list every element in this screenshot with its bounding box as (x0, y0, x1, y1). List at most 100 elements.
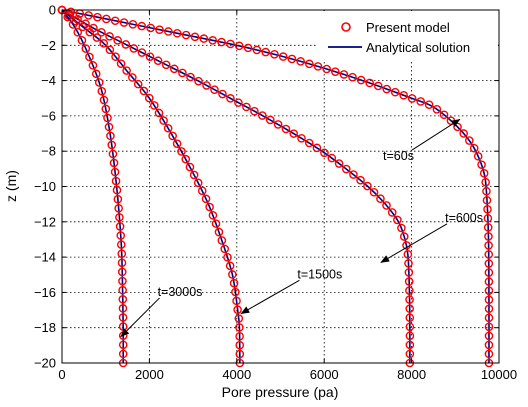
present-marker-t600s (356, 175, 365, 185)
present-marker-t60s (483, 204, 492, 214)
present-marker-t600s (334, 159, 344, 168)
present-marker-t600s (304, 138, 314, 148)
annotation-arrow-t600s (380, 223, 448, 263)
present-marker-t60s (270, 50, 279, 59)
annotations: t=60s t=600s t=1500s t=3000s (120, 118, 483, 338)
present-marker-t60s (484, 277, 494, 286)
present-marker-t600s (281, 124, 291, 134)
x-tick-label: 6000 (310, 367, 339, 382)
present-marker-t600s (405, 331, 415, 341)
present-marker-t1500s (163, 123, 173, 133)
present-marker-t60s (287, 54, 297, 64)
present-marker-t60s (484, 250, 494, 259)
annotation-arrow-t1500s (240, 279, 300, 315)
present-marker-t60s (137, 21, 147, 31)
present-marker-t3000s (115, 213, 124, 222)
x-tick-label: 2000 (135, 367, 164, 382)
present-marker-t60s (484, 232, 493, 241)
legend-label-present: Present model (366, 20, 450, 35)
present-marker-t1500s (154, 108, 164, 118)
present-marker-t3000s (116, 231, 126, 240)
present-marker-t60s (313, 62, 323, 71)
present-marker-t3000s (113, 194, 123, 204)
y-tick-label: −4 (41, 73, 56, 88)
present-marker-t60s (465, 136, 474, 145)
y-tick-label: −12 (34, 214, 56, 229)
present-marker-t1500s (105, 45, 115, 55)
present-marker-t60s (243, 43, 253, 53)
present-marker-t60s (482, 195, 492, 205)
present-marker-t600s (404, 268, 414, 277)
present-marker-t60s (128, 20, 138, 29)
present-marker-t1500s (128, 73, 137, 82)
present-marker-t60s (365, 78, 374, 88)
present-marker-t1500s (208, 210, 218, 220)
present-marker-t1500s (185, 162, 195, 172)
present-marker-t600s (297, 133, 306, 143)
present-marker-t60s (339, 70, 349, 79)
present-marker-t1500s (189, 170, 199, 180)
present-marker-t1500s (111, 52, 120, 61)
present-marker-t600s (265, 115, 275, 125)
present-marker-t600s (234, 98, 243, 107)
present-marker-t1500s (234, 314, 244, 323)
x-tick-label: 0 (58, 367, 65, 382)
present-marker-t60s (484, 331, 494, 341)
present-marker-t60s (84, 11, 93, 20)
y-tick-label: −16 (34, 285, 56, 300)
annotation-t1500s: t=1500s (297, 267, 342, 281)
present-marker-t1500s (177, 147, 186, 156)
annotation-t600s: t=600s (445, 211, 483, 225)
present-marker-t600s (405, 304, 415, 313)
x-tick-label: 4000 (222, 367, 251, 382)
present-marker-t60s (477, 160, 486, 169)
present-marker-t600s (250, 106, 259, 116)
present-marker-t600s (387, 208, 397, 217)
present-marker-t600s (393, 215, 402, 225)
present-marker-t600s (404, 259, 413, 268)
present-marker-t1500s (172, 139, 182, 148)
present-marker-t1500s (205, 202, 214, 212)
y-tick-label: 0 (49, 3, 56, 18)
present-marker-t60s (473, 151, 483, 161)
present-marker-t600s (121, 40, 131, 49)
present-marker-t60s (481, 177, 490, 187)
present-marker-t1500s (116, 59, 126, 68)
present-marker-t3000s (103, 113, 112, 123)
present-marker-t3000s (110, 167, 120, 177)
series-t1500s (57, 5, 245, 368)
present-marker-t600s (405, 322, 415, 332)
present-marker-t1500s (214, 227, 224, 237)
present-marker-t1500s (92, 33, 102, 42)
present-marker-t60s (484, 241, 493, 250)
present-marker-t60s (93, 12, 102, 22)
analytical-line-t60s (61, 9, 490, 364)
present-marker-t3000s (104, 122, 114, 132)
present-marker-t3000s (109, 158, 119, 168)
present-marker-t3000s (118, 304, 128, 313)
series-t60s (57, 5, 494, 368)
plot-area (62, 10, 499, 363)
present-marker-t60s (416, 97, 425, 106)
present-marker-t600s (327, 153, 337, 163)
present-marker-t3000s (63, 12, 72, 22)
present-marker-t3000s (111, 176, 121, 186)
y-tick-label: −2 (41, 38, 56, 53)
present-marker-t600s (405, 286, 414, 295)
present-marker-t600s (349, 170, 358, 179)
present-marker-t3000s (118, 349, 128, 359)
present-marker-t60s (208, 36, 218, 45)
present-marker-t60s (234, 41, 244, 51)
present-marker-t3000s (114, 203, 123, 213)
present-marker-t60s (164, 27, 173, 36)
present-marker-t60s (484, 322, 494, 332)
present-marker-t600s (312, 143, 322, 153)
present-marker-t3000s (117, 258, 127, 268)
present-marker-t600s (178, 68, 187, 78)
present-marker-t60s (356, 75, 366, 85)
present-marker-t600s (405, 340, 415, 350)
present-marker-t1500s (149, 101, 159, 110)
present-marker-t1500s (159, 116, 168, 125)
present-marker-t1500s (223, 253, 232, 262)
present-marker-t60s (217, 37, 226, 47)
